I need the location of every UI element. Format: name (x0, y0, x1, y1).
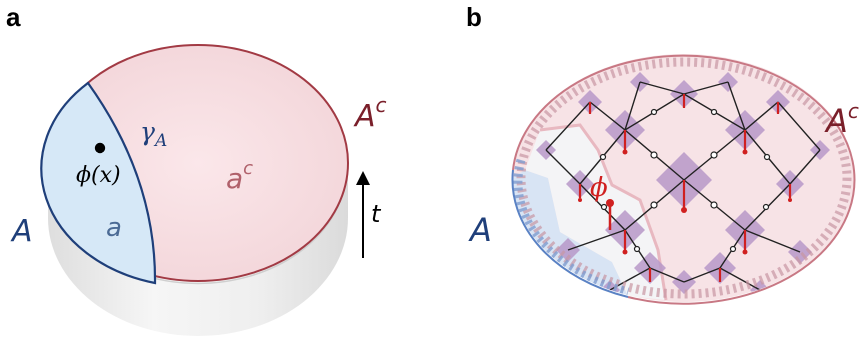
time-label: t (371, 200, 382, 228)
boundary-ring (516, 57, 852, 299)
geodesic-boundary (539, 123, 668, 301)
panel-a-label: a (6, 2, 21, 32)
region-A-label-b: A (468, 211, 492, 249)
field-label-phi-x: ϕ(x) (76, 163, 121, 188)
panel-a: a ϕ(x) γA a ac A Ac t (6, 2, 387, 336)
panel-b: b (466, 2, 859, 305)
curve-label-gamma: γA (140, 117, 167, 151)
bulk-leg-ends (578, 149, 792, 255)
region-A-band (513, 170, 628, 296)
disk-outline-A (511, 169, 629, 298)
complement-small-label: ac (226, 158, 253, 195)
bulk-legs (578, 94, 792, 282)
panel-b-label: b (466, 2, 482, 32)
field-point (94, 142, 106, 154)
complement-big-label: Ac (353, 93, 387, 134)
region-a-label: a (106, 213, 122, 243)
boundary-ring-A (513, 158, 630, 297)
region-A-interior (525, 125, 666, 300)
region-A-label: A (10, 214, 33, 249)
network-nodes (599, 108, 771, 253)
region-a-shape (40, 81, 157, 285)
disk-outline-complement (512, 54, 856, 305)
phi-point (606, 199, 614, 207)
field-label-phi: ϕ (590, 173, 608, 203)
complement-big-label-b: Ac (824, 99, 859, 140)
